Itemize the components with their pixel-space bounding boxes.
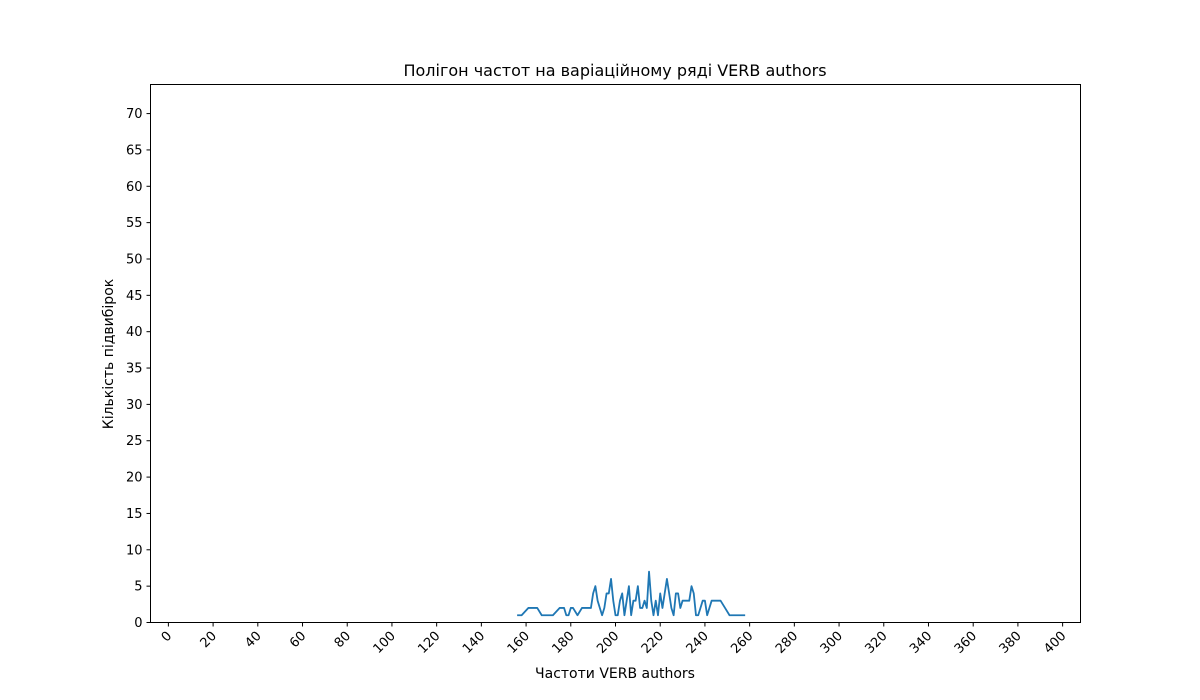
y-axis: 0 5 10 15 20 25 30 35 40 45 50 55 60 65 70 (126, 107, 151, 631)
y-tick-label: 70 (126, 107, 143, 122)
y-tick-label: 50 (126, 252, 143, 267)
y-tick-label: 10 (126, 543, 143, 558)
y-axis-label: Кількість підвибірок (101, 279, 117, 429)
x-tick-label: 160 (505, 629, 533, 657)
x-tick-label: 180 (549, 629, 577, 657)
y-tick-label: 60 (126, 180, 143, 195)
x-tick-label: 320 (862, 629, 890, 657)
y-tick-label: 20 (126, 471, 143, 486)
y-tick-label: 40 (126, 325, 143, 340)
y-tick-label: 5 (134, 580, 142, 595)
series-group (517, 570, 746, 617)
y-tick-label: 25 (126, 434, 143, 449)
x-tick-label: 280 (773, 629, 801, 657)
x-tick-label: 80 (332, 629, 354, 651)
x-tick-label: 140 (460, 629, 488, 657)
x-axis-label: Частоти VERB authors (535, 666, 695, 682)
x-tick-label: 220 (639, 629, 667, 657)
series-line (517, 570, 746, 617)
y-tick-label: 55 (126, 216, 143, 231)
x-axis: 0 20 40 60 80 100 120 140 160 180 200 220 240 260 280 3… (159, 622, 1069, 657)
x-tick-label: 360 (952, 629, 980, 657)
plot-frame (150, 84, 1081, 623)
y-tick-label: 15 (126, 507, 143, 522)
y-tick-label: 45 (126, 289, 143, 304)
x-tick-label: 400 (1041, 629, 1069, 657)
x-tick-label: 0 (159, 629, 175, 645)
x-tick-label: 380 (997, 629, 1025, 657)
x-tick-label: 20 (198, 629, 220, 651)
x-tick-label: 120 (415, 629, 443, 657)
x-tick-label: 200 (594, 629, 622, 657)
y-tick-label: 65 (126, 143, 143, 158)
x-tick-label: 240 (684, 629, 712, 657)
x-tick-label: 340 (907, 629, 935, 657)
x-tick-label: 300 (818, 629, 846, 657)
y-tick-label: 0 (134, 616, 142, 631)
y-tick-label: 35 (126, 362, 143, 377)
x-tick-label: 100 (371, 629, 399, 657)
x-tick-label: 60 (287, 629, 309, 651)
x-tick-label: 40 (242, 629, 264, 651)
y-tick-label: 30 (126, 398, 143, 413)
x-tick-label: 260 (728, 629, 756, 657)
chart-title: Полігон частот на варіаційному ряді VERB… (403, 61, 826, 80)
